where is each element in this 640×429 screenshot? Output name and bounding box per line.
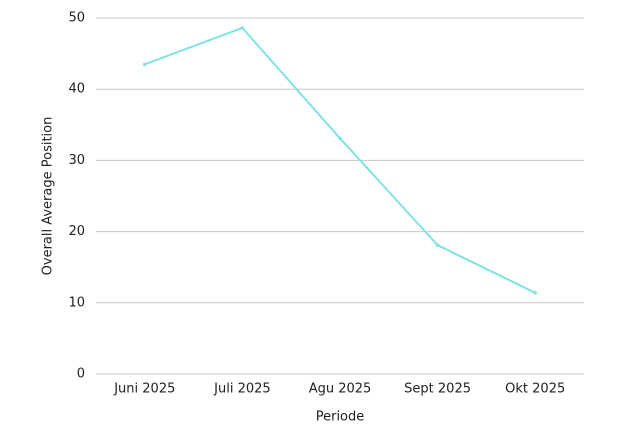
point [338,136,342,141]
x-tick-label: Juni 2025 [113,382,175,397]
point [143,62,147,67]
x-tick-label: Juli 2025 [213,382,271,397]
y-tick-label: 10 [68,295,85,310]
x-tick-label: Agu 2025 [309,382,372,397]
y-tick-label: 30 [68,153,85,168]
y-tick-label: 40 [68,82,85,97]
point [533,291,537,295]
x-axis-label: Periode [316,410,365,425]
x-tick-label: Sept 2025 [404,382,471,397]
y-axis-label: Overall Average Position [41,117,56,276]
point [435,243,440,247]
point [240,26,245,30]
y-tick-label: 20 [68,224,85,239]
y-tick-label: 50 [68,11,85,26]
y-tick-label: 0 [77,367,85,382]
x-tick-label: Okt 2025 [505,382,565,397]
